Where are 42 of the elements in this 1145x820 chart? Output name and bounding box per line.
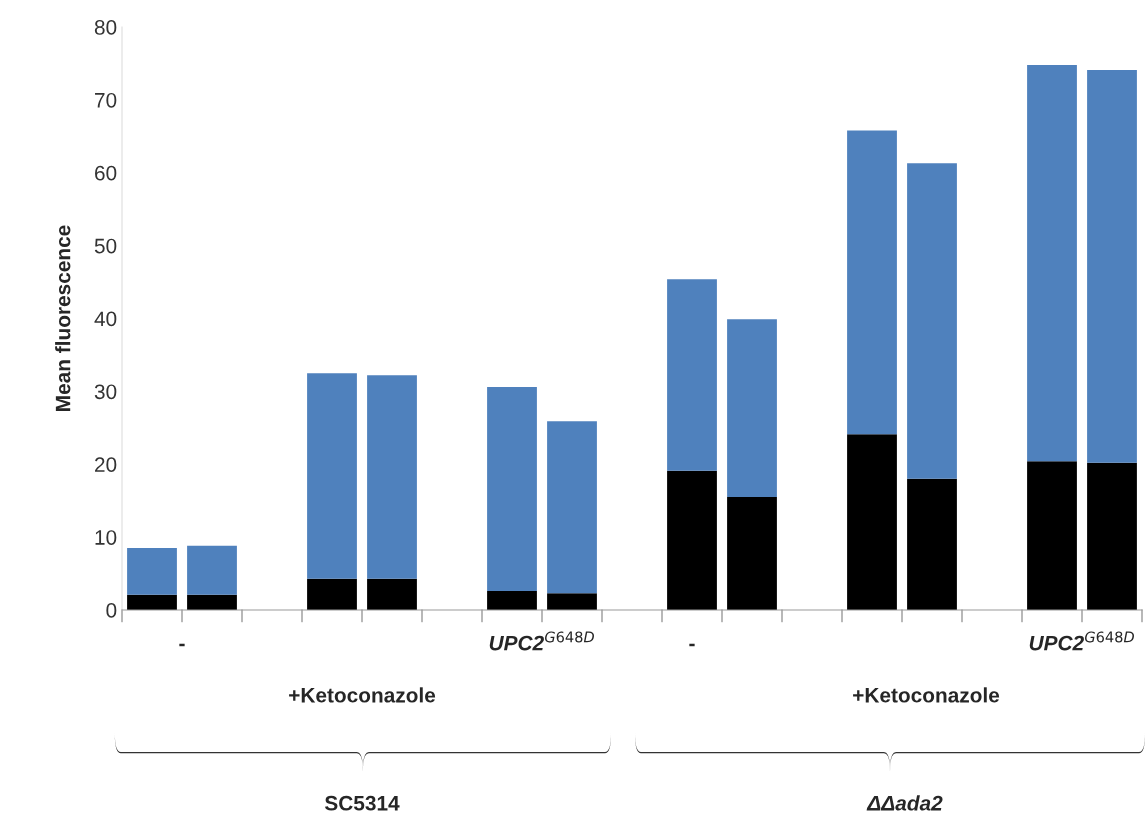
y-tick-label: 70 xyxy=(95,92,117,108)
bar xyxy=(547,593,597,610)
bar xyxy=(187,545,237,595)
text: SC5314 xyxy=(324,795,400,811)
bar xyxy=(547,421,597,594)
text: UPC2$^{G648D}$ xyxy=(489,631,594,651)
bar xyxy=(667,279,717,471)
text: UPC2$^{G648D}$ xyxy=(1029,631,1134,651)
bar xyxy=(307,373,357,579)
bar xyxy=(907,478,957,610)
y-tick-label: 0 xyxy=(106,603,117,618)
y-tick-label: 40 xyxy=(94,311,117,327)
y-tick-label: 20 xyxy=(95,457,117,472)
y-tick-label: 30 xyxy=(94,384,117,400)
bar xyxy=(1087,70,1137,463)
y-axis-title: Mean fluorescence xyxy=(55,225,71,411)
bar xyxy=(847,434,897,610)
bar xyxy=(367,375,417,579)
bar xyxy=(1027,461,1077,610)
bar xyxy=(367,578,417,610)
bar xyxy=(487,387,537,592)
text: - xyxy=(179,643,185,647)
bar xyxy=(907,163,957,479)
bar xyxy=(667,470,717,610)
text: +Ketoconazole xyxy=(853,687,1000,703)
bar xyxy=(1087,462,1137,610)
bar xyxy=(727,497,777,610)
bar xyxy=(487,591,537,610)
bar xyxy=(187,594,237,610)
bar xyxy=(847,130,897,435)
y-tick-label: 80 xyxy=(94,20,117,35)
text: +Ketoconazole xyxy=(289,687,436,703)
y-tick-label: 60 xyxy=(95,165,117,181)
bar xyxy=(307,578,357,610)
bar xyxy=(127,594,177,610)
bar xyxy=(727,319,777,498)
text: ΔΔada2 xyxy=(866,795,943,811)
y-tick-label: 50 xyxy=(94,238,117,254)
bar xyxy=(127,548,177,595)
y-tick-label: 10 xyxy=(95,530,117,545)
text: - xyxy=(689,643,695,647)
bar xyxy=(1027,64,1077,462)
